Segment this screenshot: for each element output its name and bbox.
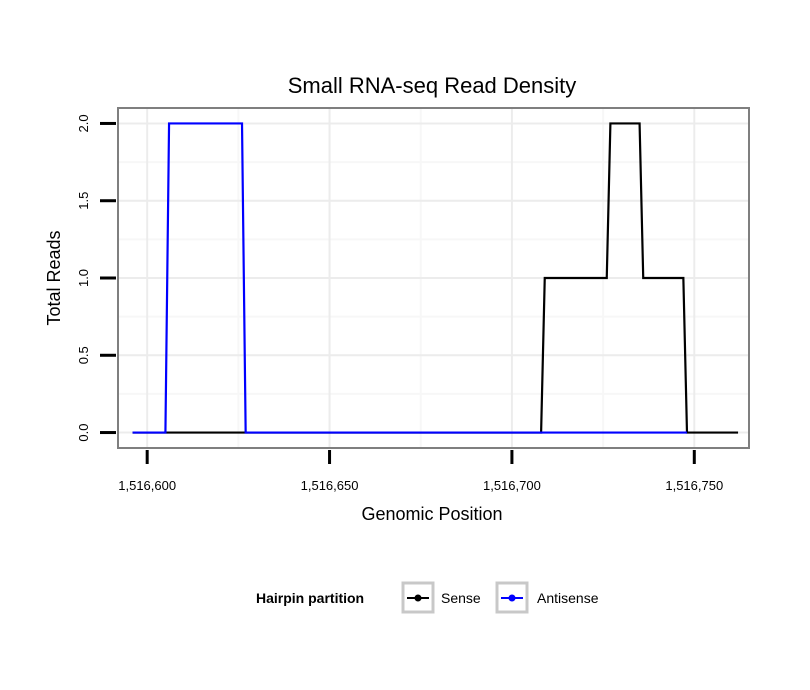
series-line-sense (132, 122, 739, 434)
legend-title: Hairpin partition (256, 590, 364, 606)
x-tick-label: 1,516,600 (118, 478, 176, 493)
legend-item-sense: Sense (401, 581, 481, 614)
plot-panel-border (117, 107, 750, 449)
series-line-antisense (132, 122, 687, 434)
legend-item-antisense: Antisense (495, 581, 599, 614)
y-tick-label: 1.0 (76, 269, 91, 287)
legend-label-antisense: Antisense (537, 590, 599, 606)
y-tick-label: 1.5 (76, 192, 91, 210)
legend-key-antisense (495, 581, 529, 614)
legend-point-antisense (508, 594, 516, 602)
x-tick-label: 1,516,700 (483, 478, 541, 493)
y-tick-label: 0.0 (76, 424, 91, 442)
x-axis-title: Genomic Position (361, 504, 502, 524)
axis-ticks: 1,516,600 1,516,650 1,516,700 1,516,750 0.0 0… (76, 114, 723, 493)
x-tick-label: 1,516,650 (301, 478, 359, 493)
legend: Hairpin partition Sense Antisense (256, 581, 599, 614)
x-tick-label: 1,516,750 (665, 478, 723, 493)
legend-point-sense (414, 594, 422, 602)
series-layer (132, 122, 739, 434)
legend-label-sense: Sense (441, 590, 481, 606)
chart-title: Small RNA-seq Read Density (288, 73, 577, 98)
y-axis-title: Total Reads (44, 230, 64, 325)
y-tick-label: 0.5 (76, 346, 91, 364)
y-tick-label: 2.0 (76, 114, 91, 132)
